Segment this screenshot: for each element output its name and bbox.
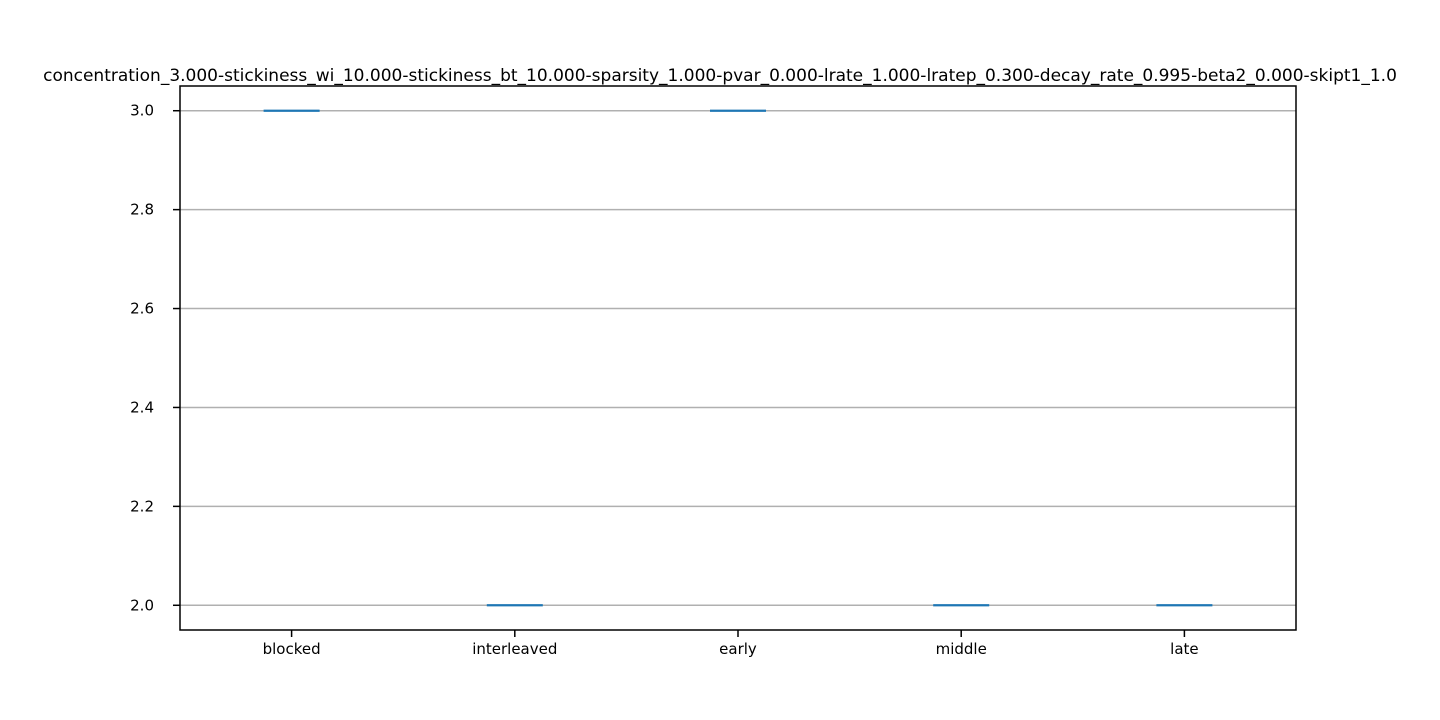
y-tick-label: 3.0 [130, 102, 154, 120]
y-tick-label: 2.8 [130, 201, 154, 219]
x-tick-label: interleaved [472, 640, 557, 658]
chart-title: concentration_3.000-stickiness_wi_10.000… [43, 66, 1397, 86]
y-axis: 2.0 2.2 2.4 2.6 2.8 3.0 [130, 102, 180, 614]
x-tick-label: middle [936, 640, 987, 658]
y-tick-label: 2.4 [130, 398, 154, 416]
plot-frame [179, 85, 1297, 631]
x-axis: blocked interleaved early middle late [263, 630, 1199, 658]
x-tick-label: early [719, 640, 757, 658]
x-tick-label: late [1170, 640, 1198, 658]
y-tick-label: 2.0 [130, 596, 154, 614]
x-tick-label: blocked [263, 640, 321, 658]
median-marks [263, 109, 1213, 607]
y-tick-label: 2.2 [130, 497, 154, 515]
y-gridlines [180, 109, 1296, 607]
y-tick-label: 2.6 [130, 300, 154, 318]
